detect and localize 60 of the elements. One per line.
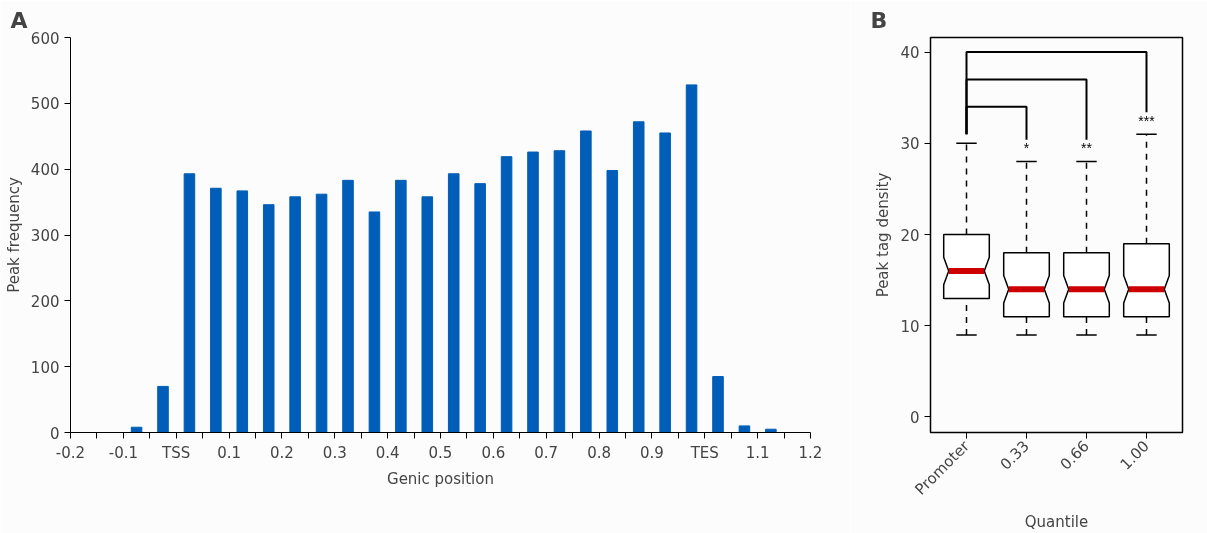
x-axis-title: Genic position — [387, 469, 494, 488]
bar — [183, 173, 196, 433]
x-tick-label: 1.2 — [798, 443, 823, 462]
bar — [738, 425, 751, 433]
bar — [500, 156, 513, 433]
bar — [659, 132, 671, 433]
annotation: * — [1023, 140, 1030, 157]
bar — [157, 385, 169, 433]
y-axis-title: Peak frequency — [4, 177, 23, 293]
x-tick-label: TSS — [161, 443, 191, 462]
annotation: *** — [1138, 112, 1156, 129]
x-tick-label: 0.2 — [270, 443, 294, 462]
bar — [447, 173, 460, 433]
y-tick-label: 20 — [900, 226, 920, 245]
y-tick-label: 0 — [49, 424, 60, 443]
x-tick-label: -0.1 — [108, 443, 138, 462]
x-tick-label: 0.5 — [428, 443, 453, 462]
x-tick-label: 0.7 — [534, 443, 559, 462]
chart-title: B — [870, 7, 888, 33]
x-tick-label: 0.3 — [322, 443, 347, 462]
bar — [685, 84, 698, 433]
bar — [580, 130, 592, 433]
bar — [262, 204, 275, 433]
bar — [130, 426, 143, 433]
bar — [712, 376, 724, 433]
bar — [236, 190, 249, 433]
x-tick-label: 0.4 — [375, 443, 400, 462]
bar — [553, 150, 566, 433]
bar — [632, 121, 645, 433]
y-axis-title: Peak tag density — [874, 172, 893, 298]
y-tick-label: 300 — [30, 227, 60, 245]
x-tick-label: -0.2 — [55, 443, 86, 462]
x-axis-title: Quantile — [1024, 512, 1089, 531]
x-tick-label: 1.1 — [745, 443, 770, 462]
bar — [342, 179, 354, 433]
bar — [289, 196, 301, 433]
y-tick-label: 400 — [30, 161, 60, 180]
y-tick-label: 200 — [30, 292, 60, 311]
chart-title: A — [10, 7, 28, 33]
x-tick-label: 0.9 — [640, 443, 664, 462]
y-tick-label: 100 — [30, 358, 60, 377]
bar — [395, 179, 407, 433]
x-tick-label: 0.6 — [481, 443, 506, 462]
bar — [606, 169, 619, 433]
bar — [315, 193, 328, 433]
bar — [368, 211, 381, 433]
y-tick-label: 600 — [30, 29, 60, 48]
y-tick-label: 10 — [900, 317, 920, 336]
x-tick-label: 0.8 — [587, 443, 611, 462]
bar — [210, 187, 222, 433]
y-tick-label: 40 — [900, 44, 920, 63]
y-tick-label: 500 — [30, 95, 60, 114]
y-tick-label: 0 — [909, 408, 920, 427]
bar — [527, 151, 539, 433]
annotation: ** — [1081, 140, 1093, 157]
x-tick-label: 0.1 — [217, 443, 241, 462]
x-tick-label: TES — [689, 443, 719, 462]
bar — [421, 196, 434, 433]
bar — [474, 183, 486, 433]
y-tick-label: 30 — [900, 135, 920, 154]
